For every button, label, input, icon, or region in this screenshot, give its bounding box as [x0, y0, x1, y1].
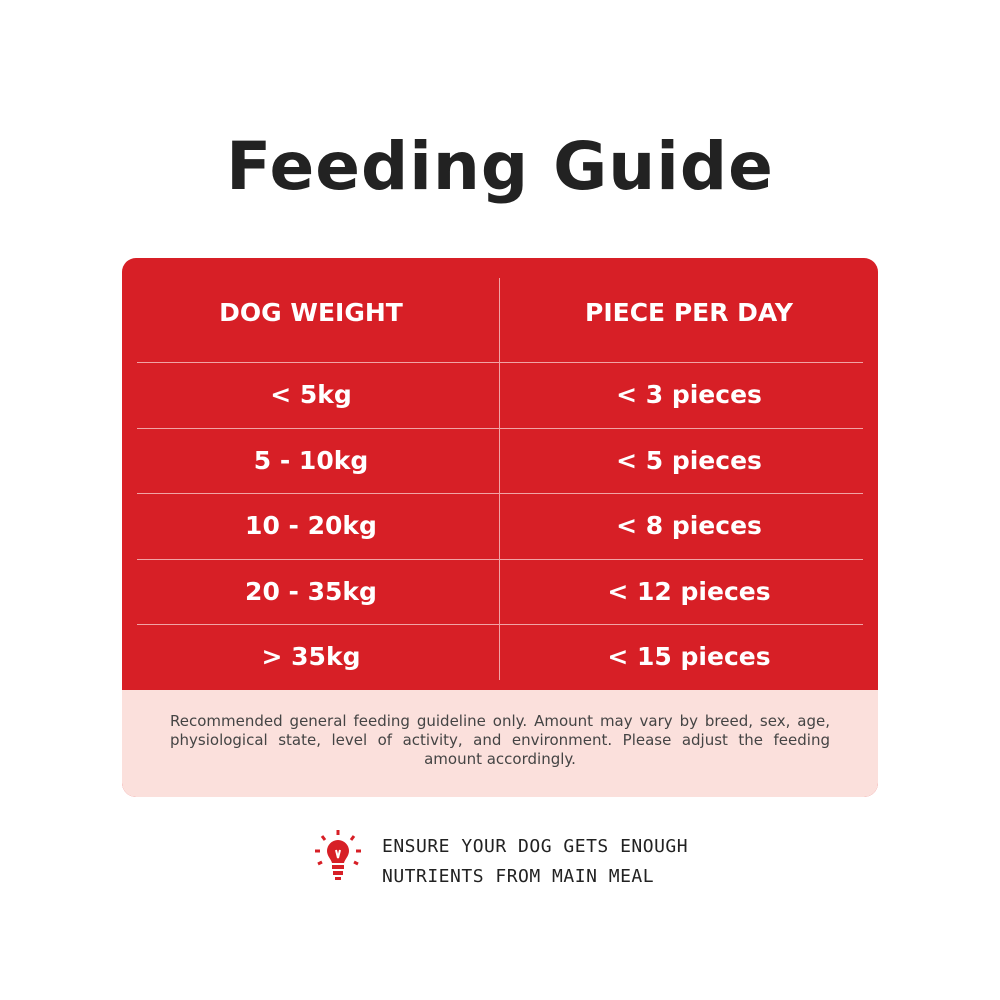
row-divider	[137, 558, 863, 560]
row-divider	[137, 427, 863, 429]
note-panel: Recommended general feeding guideline on…	[122, 690, 878, 797]
row-divider	[137, 362, 863, 363]
table-cell: > 35kg	[261, 642, 361, 672]
title: Feeding Guide	[226, 128, 774, 205]
row-divider	[137, 493, 863, 495]
table-cell: < 8 pieces	[616, 511, 762, 541]
table-cell: 10 - 20kg	[245, 511, 377, 541]
column-header: DOG WEIGHT	[219, 298, 403, 327]
tip-line: NUTRIENTS FROM MAIN MEAL	[382, 866, 655, 887]
table-cell: < 5 pieces	[616, 445, 762, 475]
table-cell: < 5kg	[270, 380, 352, 409]
note-text: Recommended general feeding guideline on…	[170, 712, 830, 768]
column-header: PIECE PER DAY	[585, 298, 793, 327]
tip-line: ENSURE YOUR DOG GETS ENOUGH	[382, 836, 689, 857]
table-cell: 20 - 35kg	[245, 576, 377, 606]
tip: ENSURE YOUR DOG GETS ENOUGH NUTRIENTS FR…	[382, 832, 688, 892]
lightbulb-icon	[315, 830, 361, 880]
table-cell: < 12 pieces	[607, 576, 771, 606]
table-cell: < 15 pieces	[607, 642, 771, 672]
feeding-table: DOG WEIGHT PIECE PER DAY < 5kg < 3 pieces…	[122, 258, 878, 797]
table-cell: < 3 pieces	[616, 380, 762, 409]
column-divider	[499, 278, 500, 680]
row-divider	[137, 624, 863, 626]
table-cell: 5 - 10kg	[253, 445, 369, 475]
